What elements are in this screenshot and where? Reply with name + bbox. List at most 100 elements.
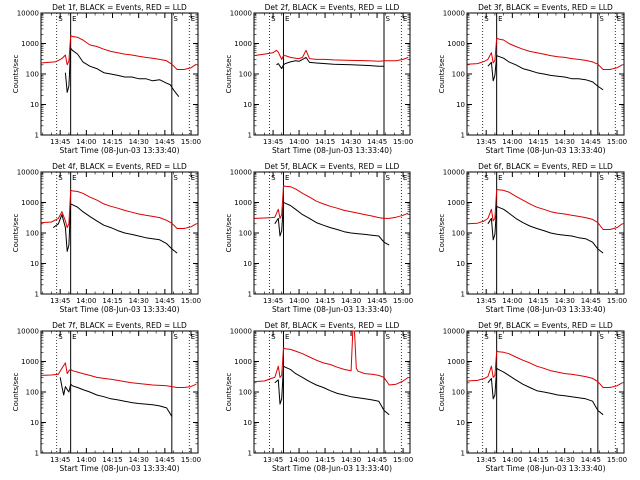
- y-tick-label: 10000: [443, 10, 465, 18]
- y-tick-label: 100: [239, 389, 252, 397]
- series-line-lld: [466, 188, 623, 230]
- x-tick-label: 15:00: [607, 297, 627, 305]
- x-tick-label: 13:45: [476, 138, 496, 146]
- x-tick-label: 14:00: [502, 138, 522, 146]
- interval-marker-label: S: [599, 174, 604, 182]
- series-line-events: [52, 203, 178, 254]
- y-tick-label: 10000: [17, 10, 39, 18]
- y-tick-label: 1000: [234, 358, 252, 366]
- x-tick-label: 14:15: [315, 138, 335, 146]
- x-tick-label: 14:15: [528, 297, 548, 305]
- interval-marker-label: E: [403, 174, 407, 182]
- plot-frame: [253, 330, 411, 454]
- y-tick-label: 100: [239, 71, 252, 79]
- y-tick-label: 10: [30, 419, 39, 427]
- y-axis-label: Counts/sec: [12, 55, 20, 94]
- interval-marker-label: S: [271, 333, 276, 341]
- x-tick-label: 15:00: [607, 138, 627, 146]
- y-axis-label: Counts/sec: [12, 373, 20, 412]
- y-tick-label: 1000: [234, 199, 252, 207]
- series-line-events: [274, 365, 390, 416]
- x-tick-label: 14:15: [102, 456, 122, 464]
- x-tick-label: 14:45: [367, 456, 387, 464]
- panel-title: Det 3f, BLACK = Events, RED = LLD: [478, 3, 613, 12]
- x-tick-label: 13:45: [50, 138, 70, 146]
- interval-marker-label: E: [285, 174, 289, 182]
- y-tick-label: 1: [248, 132, 252, 140]
- x-tick-label: 14:45: [581, 297, 601, 305]
- x-tick-label: 14:15: [315, 297, 335, 305]
- y-tick-label: 10: [30, 101, 39, 109]
- y-tick-label: 100: [26, 389, 39, 397]
- x-tick-label: 14:45: [155, 297, 175, 305]
- y-tick-label: 1: [35, 132, 39, 140]
- series-line-lld: [40, 35, 197, 70]
- y-tick-label: 1: [248, 291, 252, 299]
- y-tick-label: 10: [243, 101, 252, 109]
- y-tick-label: 10000: [17, 169, 39, 177]
- plot-frame: [40, 171, 199, 295]
- interval-marker-label: E: [72, 174, 76, 182]
- y-tick-label: 1000: [21, 199, 39, 207]
- interval-marker-label: E: [191, 15, 195, 23]
- x-tick-label: 14:45: [155, 456, 175, 464]
- panel-title: Det 9f, BLACK = Events, RED = LLD: [478, 321, 613, 330]
- x-tick-label: 14:30: [129, 456, 149, 464]
- plot-frame: [253, 12, 411, 136]
- series-line-lld: [466, 350, 623, 388]
- y-tick-label: 10: [456, 419, 465, 427]
- interval-marker-label: E: [617, 174, 621, 182]
- x-tick-label: 13:45: [476, 456, 496, 464]
- interval-marker-label: E: [403, 333, 407, 341]
- x-tick-label: 14:30: [555, 138, 575, 146]
- x-tick-label: 14:30: [555, 297, 575, 305]
- y-tick-label: 1: [35, 291, 39, 299]
- x-tick-label: 14:30: [341, 456, 361, 464]
- x-tick-label: 14:30: [129, 297, 149, 305]
- series-line-events: [487, 205, 604, 254]
- x-axis-label: Start Time (08-Jun-03 13:33:40): [272, 146, 392, 155]
- interval-marker-label: S: [599, 333, 604, 341]
- series-line-lld: [253, 185, 409, 219]
- panel-title: Det 6f, BLACK = Events, RED = LLD: [478, 162, 613, 171]
- x-tick-label: 14:00: [76, 456, 96, 464]
- x-tick-label: 14:45: [155, 138, 175, 146]
- interval-marker-label: S: [599, 15, 604, 23]
- panel-title: Det 4f, BLACK = Events, RED = LLD: [52, 162, 187, 171]
- x-tick-label: 14:15: [528, 456, 548, 464]
- interval-marker-label: E: [285, 15, 289, 23]
- x-tick-label: 14:15: [315, 456, 335, 464]
- series-line-events: [64, 47, 180, 98]
- x-tick-label: 15:00: [181, 297, 201, 305]
- interval-marker-label: S: [386, 333, 391, 341]
- x-tick-label: 14:30: [555, 456, 575, 464]
- y-tick-label: 1: [248, 450, 252, 458]
- y-tick-label: 1: [461, 132, 465, 140]
- y-axis-label: Counts/sec: [225, 55, 233, 94]
- plot-frame: [40, 12, 199, 136]
- interval-marker-label: E: [617, 333, 621, 341]
- y-axis-label: Counts/sec: [438, 373, 446, 412]
- interval-marker-label: S: [484, 174, 489, 182]
- interval-marker-label: E: [72, 15, 76, 23]
- interval-marker-label: S: [58, 174, 63, 182]
- x-tick-label: 14:00: [289, 297, 309, 305]
- y-tick-label: 1: [461, 291, 465, 299]
- panel-title: Det 2f, BLACK = Events, RED = LLD: [265, 3, 400, 12]
- x-tick-label: 15:00: [181, 138, 201, 146]
- x-axis-label: Start Time (08-Jun-03 13:33:40): [272, 464, 392, 473]
- x-tick-label: 14:00: [502, 297, 522, 305]
- x-tick-label: 14:30: [129, 138, 149, 146]
- x-tick-label: 14:00: [502, 456, 522, 464]
- panel-det-8: Det 8f, BLACK = Events, RED = LLD 1 10 100 1…: [225, 321, 413, 473]
- y-tick-label: 10: [456, 101, 465, 109]
- y-tick-label: 1000: [21, 40, 39, 48]
- y-tick-label: 10000: [230, 169, 252, 177]
- interval-marker-label: E: [403, 15, 407, 23]
- panel-title: Det 8f, BLACK = Events, RED = LLD: [265, 321, 400, 330]
- y-tick-label: 1: [461, 450, 465, 458]
- interval-marker-label: S: [58, 15, 63, 23]
- y-tick-label: 10: [243, 260, 252, 268]
- interval-marker-label: S: [271, 174, 276, 182]
